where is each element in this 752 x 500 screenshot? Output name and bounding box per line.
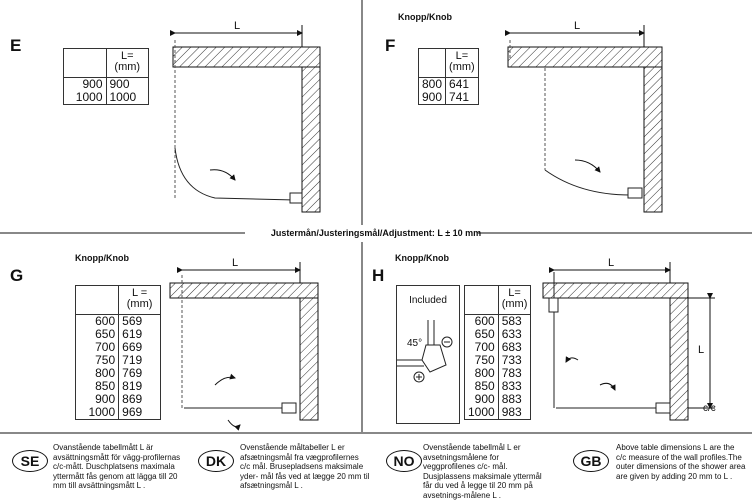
- panel-f-knob: Knopp/Knob: [398, 12, 452, 22]
- panel-f-label: F: [385, 36, 396, 55]
- panel-h-table: L= (mm) 600 583 650 633 700 683 750 733 800 7…: [464, 285, 532, 420]
- dimension-l: L: [574, 20, 581, 32]
- dimension-l: L: [234, 20, 241, 32]
- included-label: Included: [409, 295, 447, 306]
- dimension-l: L: [232, 257, 239, 269]
- note-no: Ovenstående tabellmål L er avsetningsmål…: [423, 443, 542, 500]
- panel-e-table: L= (mm) 900 900 1000 1000: [63, 48, 149, 105]
- lang-badge-dk: DK: [198, 450, 234, 472]
- cc-label: c/c: [703, 403, 716, 414]
- dimension-l-vertical: L: [698, 344, 705, 356]
- lang-badge-se: SE: [12, 450, 48, 472]
- note-gb: Above table dimensions L are the c/c mea…: [616, 443, 746, 481]
- panel-h-drawing: [542, 262, 715, 421]
- panel-g-knob: Knopp/Knob: [75, 253, 129, 263]
- panel-f-table: L= (mm) 800 641 900 741: [418, 48, 479, 105]
- dimension-l: L: [608, 257, 615, 269]
- adjustment-note: Justermån/Justeringsmål/Adjustment: L ± …: [270, 228, 482, 238]
- angle-label: 45°: [407, 338, 423, 349]
- panel-h-label: H: [372, 266, 385, 285]
- note-se: Ovanstående tabellmått L är avsättningsm…: [53, 443, 181, 490]
- included-box: Included 45°: [396, 285, 460, 424]
- lang-badge-no: NO: [386, 450, 422, 472]
- panel-g-drawing: [169, 262, 319, 431]
- hinge-45-illustration: [396, 320, 453, 383]
- panel-g-label: G: [10, 266, 24, 285]
- panel-e-drawing: [170, 25, 321, 213]
- panel-e-label: E: [10, 36, 22, 55]
- panel-h-knob: Knopp/Knob: [395, 253, 449, 263]
- panel-g-table: L = (mm) 600 569 650 619 700 669 750 719 800…: [75, 285, 161, 420]
- panel-f-drawing: [505, 25, 663, 213]
- note-dk: Ovenstående måltabeller L er afsætningsm…: [240, 443, 370, 490]
- lang-badge-gb: GB: [573, 450, 609, 472]
